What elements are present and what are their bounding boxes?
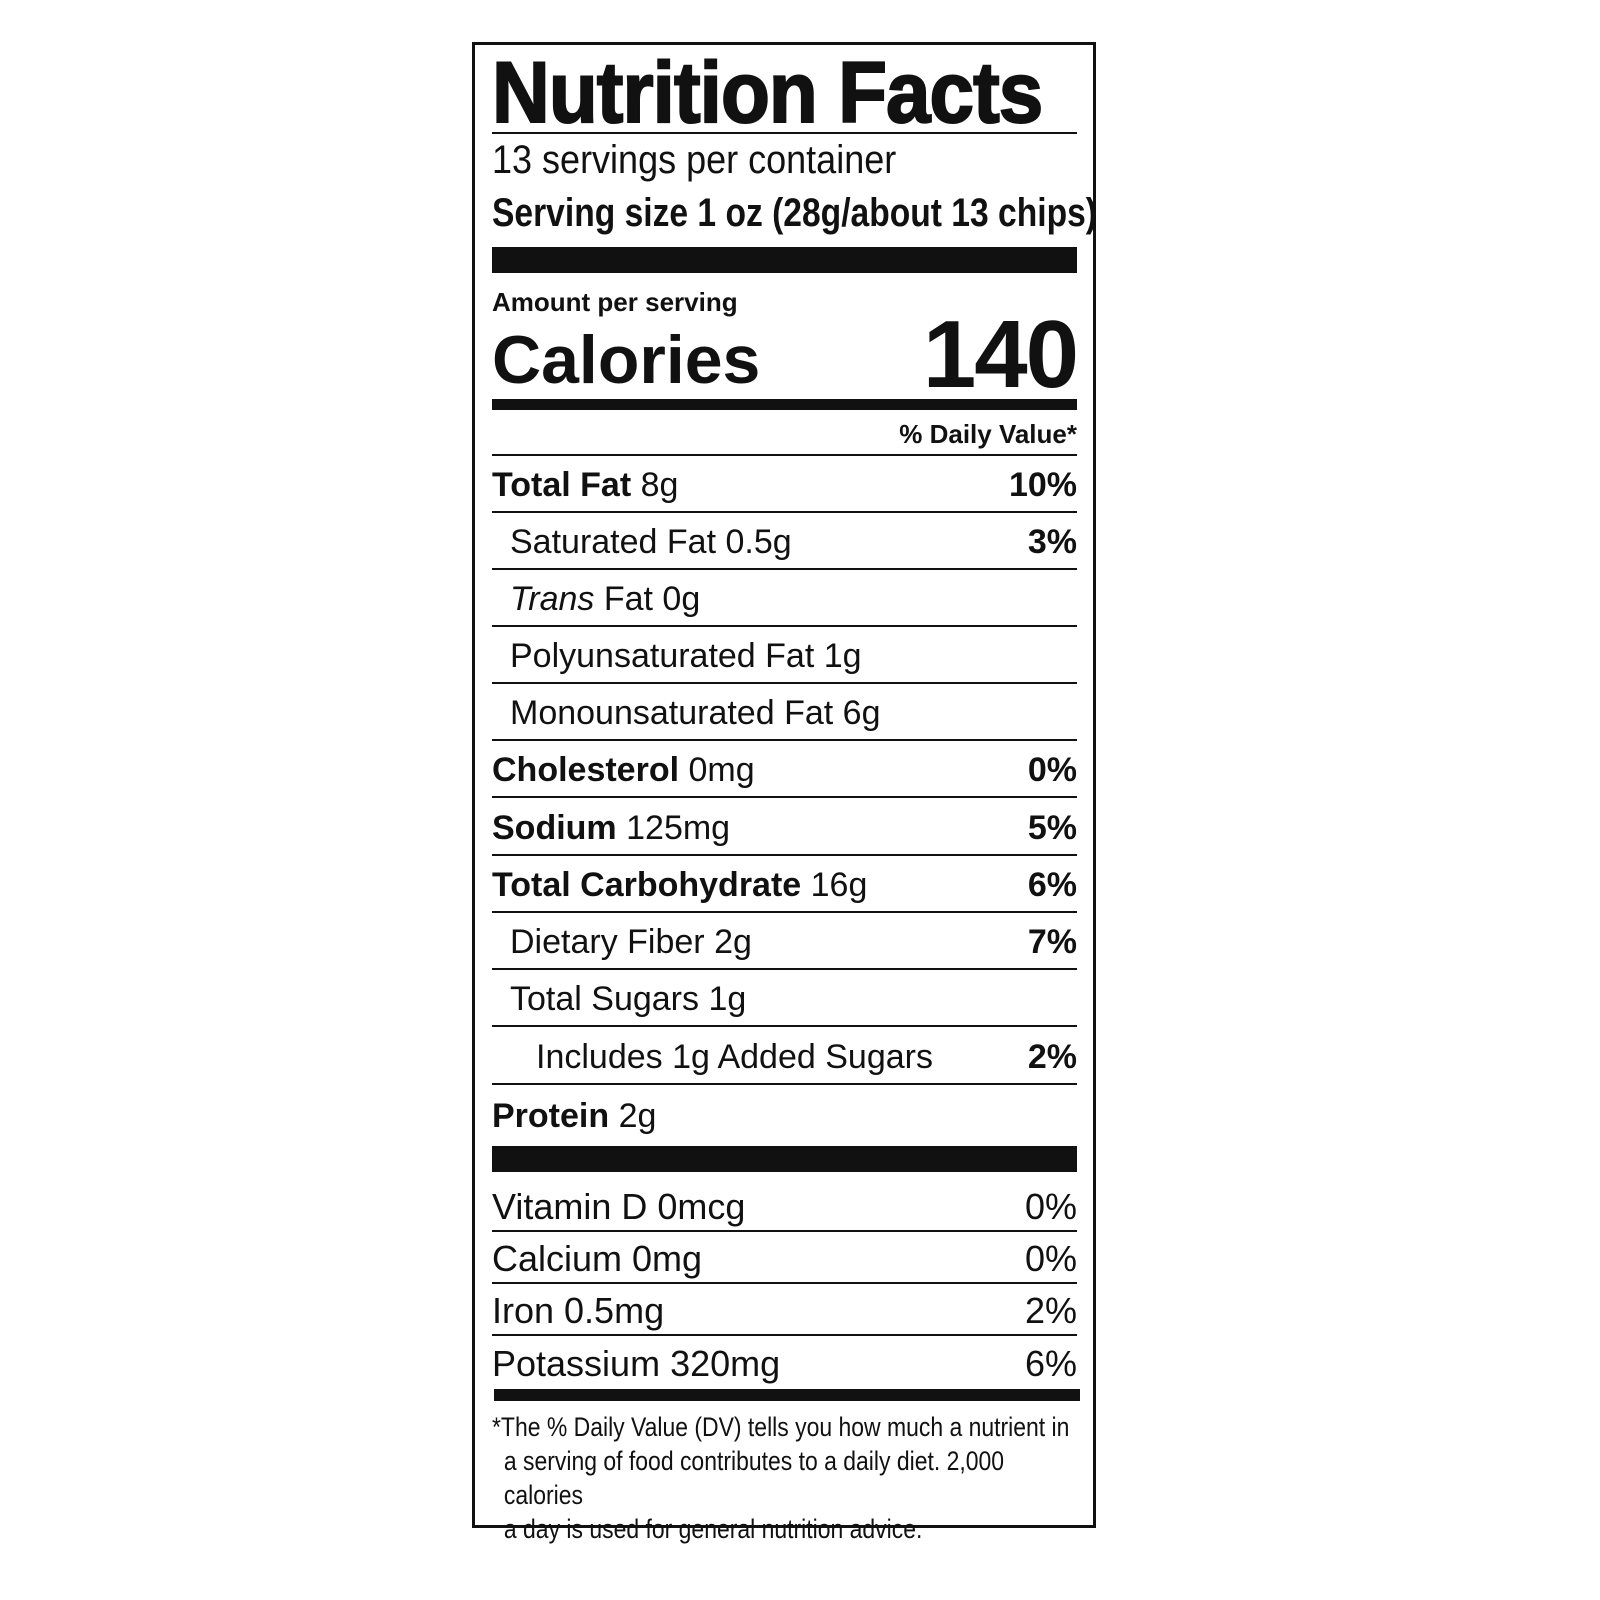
nutrient-name: Total Fat (492, 466, 632, 504)
nutrient-amount: 6g (842, 694, 881, 732)
footnote-line: a day is used for general nutrition advi… (503, 1514, 923, 1544)
nutrient-name: Monounsaturated Fat (510, 694, 834, 732)
nutrient-amount: 0mg (688, 751, 755, 789)
nutrient-dv: 7% (1027, 923, 1077, 961)
nutrient-amount: 16g (810, 866, 868, 904)
footnote-line: a serving of food contributes to a daily… (503, 1446, 1005, 1510)
vitamin-label: Potassium 320mg (492, 1343, 781, 1384)
nutrient-row-dietary-fiber: Dietary Fiber 2g 7% (492, 913, 1077, 970)
daily-value-header: % Daily Value* (899, 419, 1077, 449)
nutrient-name-rest: Fat (603, 580, 653, 618)
footnote-line: *The % Daily Value (DV) tells you how mu… (492, 1412, 1070, 1442)
nutrient-row-total-sugars: Total Sugars 1g (492, 970, 1077, 1027)
nutrient-dv: 6% (1027, 866, 1077, 904)
nutrient-row-total-fat: Total Fat 8g 10% (492, 456, 1077, 513)
vitamin-row: Calcium 0mg 0% (492, 1232, 1077, 1284)
calories-label: Calories (492, 322, 761, 398)
nutrient-row-cholesterol: Cholesterol 0mg 0% (492, 741, 1077, 798)
vitamin-row: Iron 0.5mg 2% (492, 1284, 1077, 1336)
vitamin-label: Iron 0.5mg (492, 1290, 665, 1331)
nutrient-name: Dietary Fiber (510, 923, 705, 961)
medium-divider (492, 399, 1077, 410)
serving-size: Serving size 1 oz (28g/about 13 chips) (492, 191, 1097, 235)
nutrient-row-total-carbohydrate: Total Carbohydrate 16g 6% (492, 856, 1077, 913)
nutrient-row-monounsaturated-fat: Monounsaturated Fat 6g (492, 684, 1077, 741)
nutrient-name: Protein (492, 1097, 610, 1135)
vitamin-label: Calcium 0mg (492, 1238, 703, 1279)
nutrient-row-saturated-fat: Saturated Fat 0.5g 3% (492, 513, 1077, 570)
label-title: Nutrition Facts (491, 45, 1044, 141)
calories-row: Calories 140 (492, 307, 1079, 403)
divider (492, 454, 1077, 456)
medium-divider (494, 1389, 1080, 1401)
nutrient-name: Includes 1g Added Sugars (536, 1038, 933, 1076)
nutrient-dv: 2% (1027, 1038, 1077, 1076)
nutrient-row-sodium: Sodium 125mg 5% (492, 799, 1077, 856)
nutrition-label-frame (472, 42, 1096, 1528)
nutrient-row-polyunsaturated-fat: Polyunsaturated Fat 1g (492, 627, 1077, 684)
nutrient-name: Trans (510, 580, 595, 618)
thick-divider (492, 1146, 1077, 1172)
nutrient-amount: 1g (823, 637, 862, 675)
thick-divider (492, 247, 1077, 273)
vitamin-dv: 2% (1024, 1290, 1077, 1331)
nutrient-amount: 0.5g (725, 523, 792, 561)
nutrient-name: Saturated Fat (510, 523, 717, 561)
vitamin-dv: 0% (1024, 1238, 1077, 1279)
nutrient-dv: 3% (1027, 523, 1077, 561)
nutrient-row-protein: Protein 2g (492, 1086, 1077, 1143)
vitamin-row: Vitamin D 0mcg 0% (492, 1180, 1077, 1232)
nutrient-amount: 0g (662, 580, 701, 618)
nutrient-name: Cholesterol (492, 751, 680, 789)
nutrient-amount: 2g (714, 923, 752, 961)
servings-per-container: 13 servings per container (492, 138, 897, 182)
vitamin-label: Vitamin D 0mcg (492, 1186, 746, 1227)
nutrient-amount: 8g (640, 466, 679, 504)
nutrient-row-added-sugars: Includes 1g Added Sugars 2% (492, 1028, 1077, 1085)
nutrient-amount: 125mg (626, 809, 731, 847)
footnote: *The % Daily Value (DV) tells you how mu… (492, 1410, 1079, 1546)
amount-per-serving: Amount per serving (492, 287, 738, 317)
nutrient-name: Sodium (492, 809, 617, 847)
nutrient-dv: 10% (1008, 466, 1077, 504)
nutrient-amount: 1g (708, 980, 747, 1018)
nutrient-name: Total Carbohydrate (492, 866, 802, 904)
vitamin-dv: 6% (1024, 1343, 1077, 1384)
divider (492, 132, 1077, 134)
nutrient-amount: 2g (618, 1097, 657, 1135)
vitamin-row: Potassium 320mg 6% (492, 1336, 1077, 1388)
calories-value: 140 (922, 301, 1079, 408)
nutrient-dv: 0% (1027, 751, 1077, 789)
nutrient-name: Polyunsaturated Fat (510, 637, 815, 675)
nutrient-row-trans-fat: Trans Fat 0g (492, 570, 1077, 627)
nutrient-dv: 5% (1027, 809, 1077, 847)
vitamin-dv: 0% (1024, 1186, 1077, 1227)
nutrient-name: Total Sugars (510, 980, 699, 1018)
